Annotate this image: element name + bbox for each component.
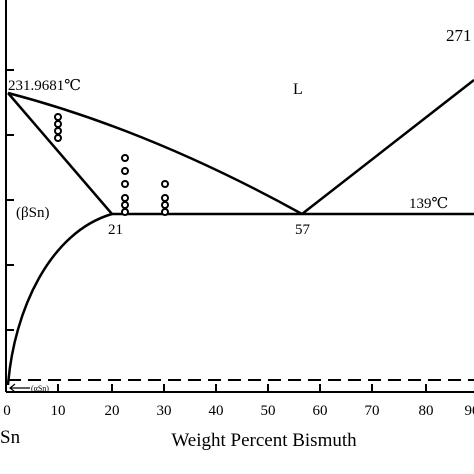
x-axis-ticks xyxy=(5,384,427,392)
x-tick-label: 20 xyxy=(105,403,120,419)
sample-point xyxy=(161,194,169,202)
sample-point xyxy=(161,208,169,216)
alpha-sn-arrow xyxy=(9,383,30,393)
y-axis-ticks xyxy=(6,69,14,331)
x-tick-label: 70 xyxy=(365,403,380,419)
solvus-point-label: 21 xyxy=(108,222,123,238)
liquidus-bi-side xyxy=(301,79,474,215)
sample-point xyxy=(54,120,62,128)
sample-point xyxy=(54,113,62,121)
element-sn-label: Sn xyxy=(0,427,21,448)
liquid-region-label: L xyxy=(293,81,303,98)
sample-point xyxy=(54,134,62,142)
x-tick-label: 30 xyxy=(157,403,172,419)
x-tick-label: 90 xyxy=(465,403,474,419)
solidus-line xyxy=(7,92,113,215)
bi-melting-label: 271 xyxy=(446,26,472,45)
eutectic-point-label: 57 xyxy=(295,222,311,238)
x-tick-label: 60 xyxy=(313,403,328,419)
alpha-sn-region-label: (αSn) xyxy=(31,384,49,393)
x-tick-label: 80 xyxy=(419,403,434,419)
sn-melting-label: 231.9681℃ xyxy=(8,78,81,94)
sample-point xyxy=(121,201,129,209)
x-tick-label: 50 xyxy=(261,403,276,419)
x-tick-label: 10 xyxy=(51,403,66,419)
plot-frame xyxy=(5,0,474,393)
beta-sn-region-label: (βSn) xyxy=(16,205,49,221)
liquidus-sn-side xyxy=(7,91,303,216)
x-tick-label: 40 xyxy=(209,403,224,419)
sample-point xyxy=(161,180,169,188)
x-tick-labels: 0 10 20 30 40 50 60 70 80 90 xyxy=(3,403,474,419)
x-axis-title: Weight Percent Bismuth xyxy=(171,430,357,451)
eutectic-temperature-label: 139℃ xyxy=(409,196,448,212)
sample-point xyxy=(121,180,129,188)
sample-point xyxy=(161,201,169,209)
solvus-curve xyxy=(6,212,113,386)
sample-points xyxy=(54,113,169,216)
sample-point xyxy=(54,127,62,135)
sample-point xyxy=(121,194,129,202)
sample-point xyxy=(121,167,129,175)
sample-point xyxy=(121,154,129,162)
sample-point xyxy=(121,208,129,216)
x-tick-label: 0 xyxy=(3,403,11,419)
